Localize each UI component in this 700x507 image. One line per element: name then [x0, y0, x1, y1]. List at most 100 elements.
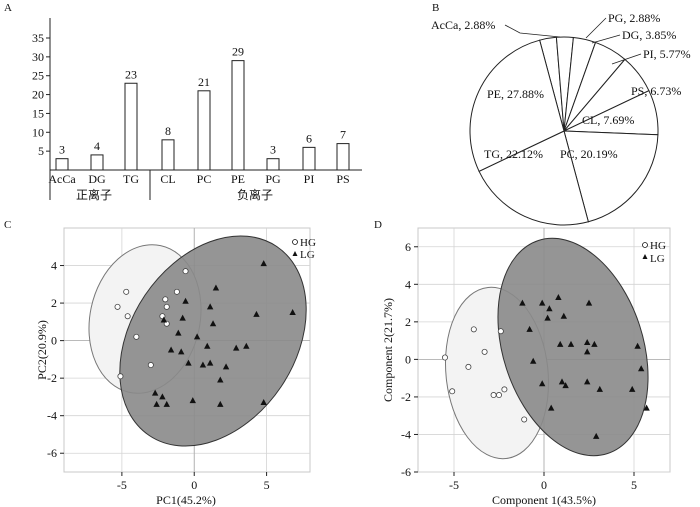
panel-c-letter: C: [4, 219, 11, 231]
bar-value-pe: 29: [232, 45, 244, 59]
lg-point-17: [558, 378, 566, 385]
lg-point-24: [593, 432, 600, 439]
hg-point-3: [133, 333, 140, 340]
bar-cl: [161, 139, 175, 171]
lg-point-26: [217, 400, 224, 407]
hg-point-2: [465, 363, 472, 370]
lg-point-21: [629, 385, 636, 392]
lg-point-5: [544, 314, 551, 321]
y-tick-label--2: -2: [47, 371, 57, 385]
lg-point-18: [562, 382, 569, 389]
lg-point-23: [643, 404, 650, 411]
panel-c-plot-frame: [63, 227, 311, 473]
lg-point-8: [253, 310, 260, 317]
lg-point-14: [233, 344, 240, 351]
lg-point-8: [557, 340, 564, 347]
lg-point-20: [217, 376, 224, 383]
hg-point-4: [481, 348, 488, 355]
lg-point-9: [567, 340, 575, 347]
bar-value-tg: 23: [125, 67, 137, 81]
panel-b-pie-chart: B AcCa, 2.88% PG, 2.88% DG, 3.85% PI, 5.77%…: [431, 2, 691, 226]
lg-confidence-ellipse: [119, 235, 307, 447]
panel-b-letter: B: [432, 2, 439, 14]
lg-point-12: [634, 342, 641, 349]
lg-point-17: [199, 361, 207, 368]
legend-lg-label: LG: [650, 253, 665, 265]
hg-point-0: [114, 303, 121, 310]
bar-value-pi: 6: [306, 131, 312, 145]
lg-point-6: [160, 316, 168, 323]
panel-d-letter: D: [374, 219, 382, 231]
lg-point-14: [530, 357, 537, 364]
hg-point-5: [147, 362, 154, 369]
panel-a-bar-chart: A 5 10 15 20 25 30 35 3 AcCa 4 DG 23 TG 8 CL 21 PC 29 PE 3…: [4, 2, 362, 202]
y-tick-label-0: 0: [51, 334, 57, 348]
hg-point-10: [173, 288, 180, 295]
pie-label-ps: PS, 6.73%: [631, 84, 681, 98]
lg-point-4: [179, 314, 186, 321]
hg-point-3: [470, 326, 477, 333]
lg-point-10: [584, 338, 591, 345]
pie-label-pg: PG, 2.88%: [608, 11, 660, 25]
y-tick-label-15: 15: [32, 106, 44, 120]
lg-point-1: [539, 299, 546, 306]
x-tick-label-cl: CL: [160, 172, 175, 186]
x-tick-label--5: -5: [449, 478, 459, 492]
x-tick-label-ps: PS: [336, 172, 349, 186]
lg-point-11: [591, 340, 598, 347]
lg-point-21: [151, 389, 159, 396]
panel-d-x-label: Component 1(43.5%): [492, 493, 596, 507]
y-tick-label-4: 4: [51, 259, 57, 273]
y-tick-label-2: 2: [51, 296, 57, 310]
bar-value-ps: 7: [340, 128, 346, 142]
lg-point-22: [153, 400, 160, 407]
lg-point-9: [175, 329, 182, 336]
x-tick-label-pc: PC: [197, 172, 212, 186]
pie-slice-tg: [478, 130, 589, 226]
pie-label-acca: AcCa, 2.88%: [431, 18, 495, 32]
y-tick-label-5: 5: [38, 144, 44, 158]
pie-label-dg: DG, 3.85%: [622, 28, 676, 42]
legend-hg-label: HG: [650, 240, 666, 252]
lg-point-25: [189, 397, 196, 404]
y-tick-label-0: 0: [405, 352, 411, 366]
lg-point-12: [178, 348, 185, 355]
lg-confidence-ellipse: [497, 237, 649, 457]
hg-point-5: [490, 392, 497, 399]
lg-point-7: [526, 325, 533, 332]
lg-point-2: [555, 293, 562, 300]
lg-point-15: [243, 342, 250, 349]
y-tick-label--2: -2: [401, 390, 411, 404]
lg-point-16: [185, 359, 192, 366]
y-tick-label-4: 4: [405, 277, 411, 291]
pie-leader-pg: [585, 17, 607, 39]
lg-point-0: [260, 260, 267, 267]
x-tick-label-0: 0: [191, 478, 197, 492]
legend-hg-marker: [292, 239, 298, 245]
pie-leader-acca: [504, 24, 561, 38]
y-tick-label-6: 6: [405, 240, 411, 254]
lg-point-6: [560, 312, 567, 319]
y-tick-label-25: 25: [32, 69, 44, 83]
y-tick-label-2: 2: [405, 315, 411, 329]
x-tick-label--5: -5: [117, 478, 127, 492]
lg-point-2: [182, 297, 189, 304]
legend-lg-label: LG: [300, 249, 315, 261]
hg-point-11: [182, 268, 189, 275]
bar-pc: [197, 90, 211, 171]
x-tick-label-pi: PI: [304, 172, 315, 186]
hg-point-4: [117, 373, 124, 380]
x-tick-label-acca: AcCa: [48, 172, 76, 186]
bar-value-pc: 21: [198, 75, 210, 89]
lg-point-19: [584, 378, 591, 385]
lg-point-5: [209, 320, 217, 327]
legend-hg-marker: [642, 242, 648, 248]
pie-leader-pi: [611, 53, 642, 65]
y-tick-label--4: -4: [47, 409, 57, 423]
lg-point-10: [193, 333, 201, 340]
group-label-positive-ion: 正离子: [76, 187, 112, 202]
lg-point-20: [596, 385, 603, 392]
hg-point-1: [123, 288, 130, 295]
lg-point-27: [260, 399, 267, 406]
lg-point-18: [206, 359, 214, 366]
